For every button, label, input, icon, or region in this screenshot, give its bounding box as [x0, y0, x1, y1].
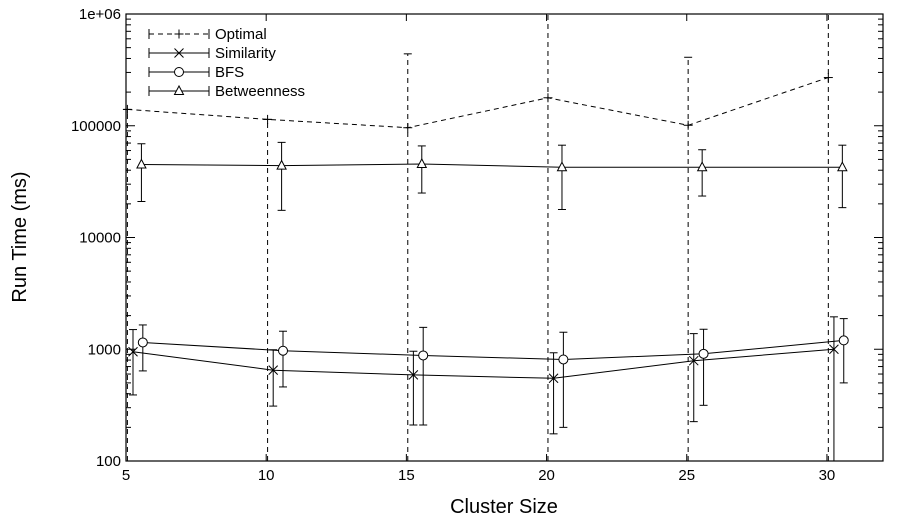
data-point [136, 158, 147, 169]
series-line [132, 348, 834, 379]
y-tick-label: 100 [96, 453, 121, 470]
data-point [543, 93, 553, 103]
data-point [128, 346, 138, 357]
data-point [416, 157, 428, 168]
x-tick-label: 30 [819, 467, 836, 484]
y-axis-title: Run Time (ms) [9, 171, 31, 302]
x-tick-label: 5 [122, 467, 130, 484]
series-optimal [122, 14, 833, 461]
series-betweenness [136, 141, 848, 211]
data-point [418, 350, 429, 361]
y-tick-label: 1000 [88, 341, 121, 358]
data-point [556, 161, 568, 172]
legend-item: Similarity [148, 45, 276, 62]
y-tick-label: 1e+06 [79, 6, 121, 23]
data-point [278, 345, 289, 356]
x-tick-label: 15 [398, 467, 415, 484]
legend-marker [174, 67, 184, 77]
legend-marker [174, 48, 184, 58]
data-point [268, 365, 279, 376]
legend-item: Optimal [148, 26, 267, 43]
legend-label: Similarity [215, 45, 276, 62]
x-tick-label: 10 [258, 467, 275, 484]
data-point [276, 159, 287, 170]
data-point [837, 161, 848, 172]
data-point [137, 337, 148, 348]
legend-item: Betweenness [148, 83, 305, 100]
series-line [141, 163, 843, 168]
y-axis: 100 1000 10000 100000 1e+06 [71, 6, 883, 470]
y-tick-label: 10000 [79, 230, 121, 247]
series-line [142, 339, 844, 361]
data-point [823, 73, 833, 83]
series-bfs [137, 318, 849, 428]
data-point [558, 354, 569, 365]
data-point [698, 348, 709, 359]
plot-frame [125, 13, 884, 462]
legend-label: Optimal [215, 26, 267, 43]
x-tick-label: 20 [538, 467, 555, 484]
x-axis-title: Cluster Size [450, 496, 558, 518]
series-similarity [128, 316, 839, 461]
series-line [127, 77, 829, 129]
data-point [408, 370, 419, 380]
x-axis: 5 10 15 20 25 30 [122, 14, 835, 484]
legend-item: BFS [148, 64, 244, 81]
y-tick-label: 100000 [71, 118, 121, 135]
data-point [696, 161, 708, 172]
data-point [683, 120, 693, 130]
legend-marker [173, 84, 185, 95]
data-point [688, 355, 699, 366]
series-layer [122, 14, 849, 461]
legend: Optimal Similarity BFS Betweenness [148, 26, 305, 100]
data-point [122, 104, 132, 114]
legend-label: BFS [215, 64, 244, 81]
data-point [548, 373, 559, 384]
data-point [403, 123, 413, 133]
data-point [838, 335, 849, 346]
data-point [829, 344, 839, 355]
data-point [263, 114, 273, 124]
x-tick-label: 25 [678, 467, 695, 484]
legend-label: Betweenness [215, 83, 305, 100]
legend-marker [174, 29, 184, 39]
